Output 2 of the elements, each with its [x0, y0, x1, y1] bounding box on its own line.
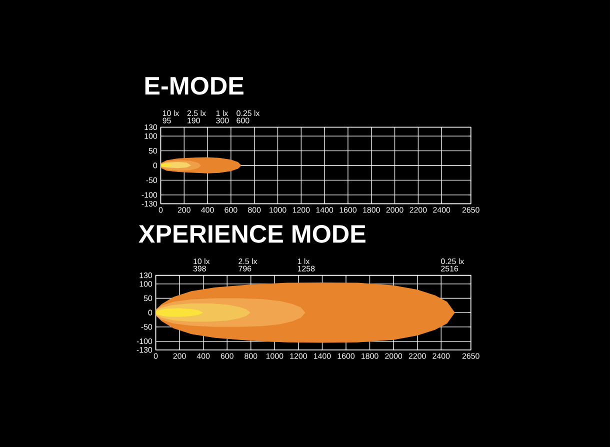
chart-title: E-MODE [145, 76, 244, 95]
chart-title: XPERIENCE MODE [138, 224, 366, 243]
